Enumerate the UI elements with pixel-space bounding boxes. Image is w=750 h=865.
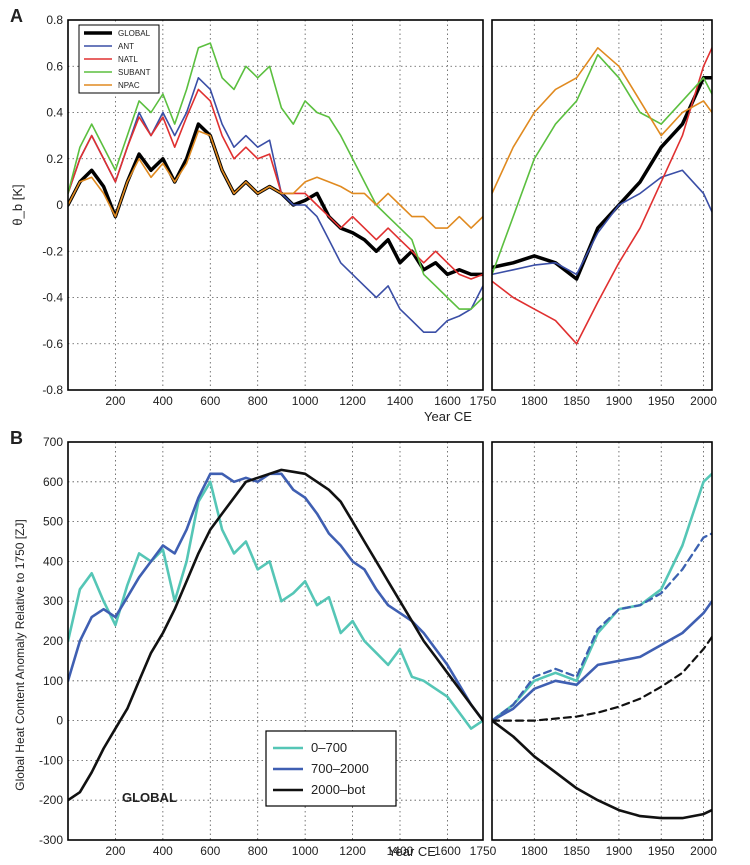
x-tick-label: 1950 (648, 394, 675, 408)
x-tick-label: 1000 (292, 844, 319, 858)
plot-frame (491, 19, 713, 391)
panel-a-left-plot: 200 400 600 800 1000 1200 1400 1600 1750 0.8 0.6 0.… (42, 13, 496, 408)
x-tick-label: 1400 (387, 844, 414, 858)
panel-b-right-plot: 1800 1850 1900 1950 2000 (491, 441, 717, 858)
y-tick-label: -0.6 (42, 337, 63, 351)
y-tick-label: 600 (43, 475, 63, 489)
legend-label: GLOBAL (118, 29, 151, 38)
x-tick-label: 1800 (521, 394, 548, 408)
y-tick-label: -300 (39, 833, 63, 847)
legend-label: SUBANT (118, 68, 151, 77)
x-tick-label: 1950 (648, 844, 675, 858)
series-line-natl (68, 88, 483, 280)
y-tick-label: 0.8 (46, 13, 63, 27)
series-line-dashed-5 (492, 635, 712, 722)
panel-a-legend: GLOBAL ANT NATL SUBANT NPAC (78, 24, 160, 94)
y-tick-label: 300 (43, 594, 63, 608)
x-tick-label: 400 (153, 394, 173, 408)
plot-frame (491, 441, 713, 841)
series-line-700-2000 (492, 599, 712, 722)
panel-a-right-plot: 1800 1850 1900 1950 2000 (491, 19, 717, 408)
y-tick-label: 400 (43, 554, 63, 568)
series-line-global (492, 76, 712, 281)
panel-letter-b: B (10, 428, 23, 448)
legend-label: 0–700 (311, 740, 347, 755)
x-tick-label: 2000 (690, 844, 717, 858)
legend-label: NPAC (118, 81, 140, 90)
series-group (492, 46, 712, 345)
x-tick-label: 600 (200, 394, 220, 408)
series-line-0-700 (492, 472, 712, 722)
y-tick-label: 200 (43, 634, 63, 648)
x-tick-label: 600 (200, 844, 220, 858)
y-tick-label: 700 (43, 435, 63, 449)
x-tick-label: 1750 (470, 844, 497, 858)
series-group (492, 472, 712, 820)
series-line-2000-bot (492, 719, 712, 820)
y-tick-label: 100 (43, 674, 63, 688)
x-tick-label: 800 (248, 844, 268, 858)
panel-a-xlabel: Year CE (424, 409, 472, 424)
panel-b-ylabel: Global Heat Content Anomaly Relative to … (13, 519, 27, 790)
series-line-subant (492, 53, 712, 276)
x-tick-label: 1850 (563, 394, 590, 408)
x-tick-label: 200 (105, 844, 125, 858)
panel-b-left-plot: 200 400 600 800 1000 1200 1400 1600 175070060050… (39, 435, 497, 858)
x-tick-label: 1800 (521, 844, 548, 858)
x-tick-label: 1200 (339, 844, 366, 858)
series-line-global (68, 122, 483, 277)
x-tick-label: 1600 (434, 844, 461, 858)
x-tick-label: 400 (153, 844, 173, 858)
legend-label: 700–2000 (311, 761, 369, 776)
series-line-dashed-4 (492, 532, 712, 722)
series-line-0-700 (68, 480, 483, 730)
series-line-ant (492, 169, 712, 276)
panel-b-annotation: GLOBAL (122, 790, 177, 805)
x-tick-label: 1200 (339, 394, 366, 408)
panel-a-ylabel: θ_b [K] (10, 184, 25, 225)
x-tick-label: 1000 (292, 394, 319, 408)
x-tick-label: 1900 (606, 844, 633, 858)
series-group (68, 468, 483, 802)
legend-label: 2000–bot (311, 782, 366, 797)
series-group (68, 42, 483, 334)
x-tick-label: 1400 (387, 394, 414, 408)
x-tick-label: 2000 (690, 394, 717, 408)
x-tick-label: 1750 (470, 394, 497, 408)
y-tick-label: -0.2 (42, 244, 63, 258)
series-line-700-2000 (68, 472, 483, 722)
y-tick-label: -200 (39, 793, 63, 807)
y-tick-label: 0.6 (46, 59, 63, 73)
series-line-2000-bot (68, 468, 483, 802)
x-tick-label: 1850 (563, 844, 590, 858)
y-tick-label: -0.8 (42, 383, 63, 397)
series-line-subant (68, 42, 483, 310)
y-tick-label: 0 (56, 198, 63, 212)
x-tick-label: 200 (105, 394, 125, 408)
panel-letter-a: A (10, 6, 23, 26)
x-tick-label: 1900 (606, 394, 633, 408)
y-tick-label: -100 (39, 753, 63, 767)
y-tick-label: 0.4 (46, 106, 63, 120)
series-line-ant (68, 77, 483, 334)
plot-frame (67, 441, 484, 841)
y-tick-label: -0.4 (42, 291, 63, 305)
y-tick-label: 0 (56, 714, 63, 728)
plot-frame (67, 19, 484, 391)
series-line-npac (492, 46, 712, 195)
panel-b-xlabel: Year CE (388, 844, 436, 859)
legend-label: ANT (118, 42, 134, 51)
panel-b-legend: 0–700 700–2000 2000–bot (265, 730, 397, 807)
y-tick-label: 0.2 (46, 152, 63, 166)
series-line-npac (68, 130, 483, 229)
legend-label: NATL (118, 55, 138, 64)
x-tick-label: 1600 (434, 394, 461, 408)
series-line-natl (492, 46, 712, 345)
y-tick-label: 500 (43, 515, 63, 529)
x-tick-label: 800 (248, 394, 268, 408)
